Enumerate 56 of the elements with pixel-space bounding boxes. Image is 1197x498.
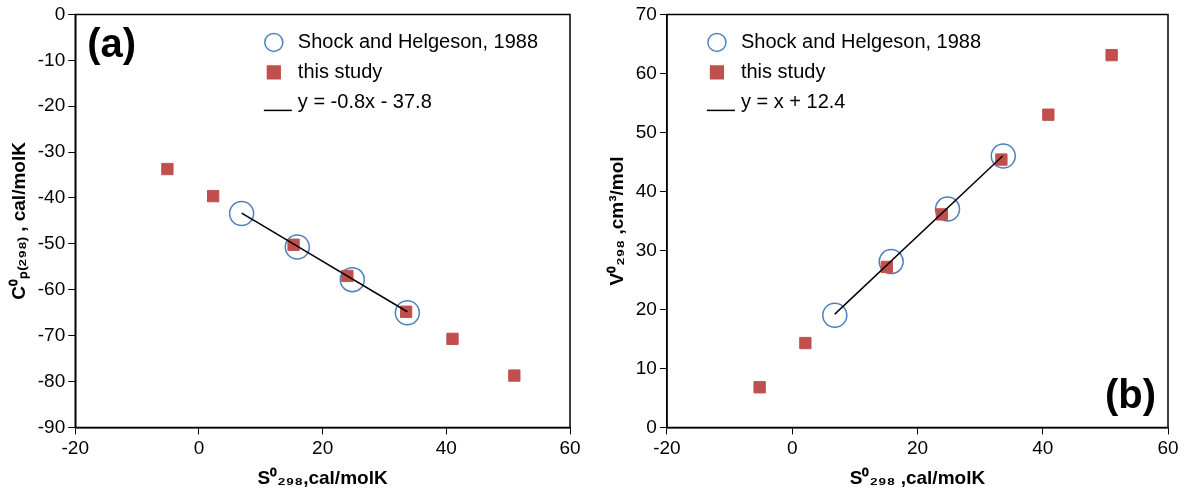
y-tick-label: 20	[635, 297, 657, 319]
point	[446, 332, 459, 345]
y-tick-label: -70	[37, 323, 66, 345]
point	[284, 234, 311, 260]
x-axis-title: S⁰₂₉₈ ,cal/molK	[849, 466, 986, 488]
x-tick-label: 20	[906, 437, 929, 459]
x-tick-label: -20	[61, 437, 89, 459]
y-tick-label: -10	[37, 48, 66, 70]
point	[990, 143, 1017, 169]
point	[878, 248, 904, 275]
y-tick-label: 50	[635, 120, 657, 142]
point	[339, 266, 366, 293]
y-tick-label: -20	[37, 94, 66, 116]
x-tick-label: 0	[193, 437, 205, 459]
point	[207, 189, 220, 203]
legend-label: Shock and Helgeson, 1988	[297, 29, 539, 52]
y-tick-label: 30	[635, 238, 657, 260]
legend-label: Shock and Helgeson, 1988	[740, 29, 982, 52]
point	[1105, 48, 1118, 62]
point	[1042, 108, 1055, 121]
point	[228, 200, 255, 227]
legend-label: y = -0.8x - 37.8	[297, 89, 432, 112]
y-tick-label: -40	[37, 186, 66, 208]
annotation: (b)	[1104, 372, 1156, 417]
point	[934, 196, 961, 222]
x-tick-label: 40	[435, 437, 457, 459]
point	[822, 302, 848, 329]
y-tick-label: -90	[37, 415, 66, 437]
point	[508, 369, 521, 382]
y-tick-label: -60	[37, 277, 66, 299]
y-tick-label: -80	[37, 369, 66, 391]
point	[753, 381, 766, 394]
legend-label: this study	[297, 59, 383, 82]
legend-label: y = x + 12.4	[740, 89, 846, 112]
x-tick-label: -20	[653, 437, 681, 459]
y-tick-label: 70	[635, 2, 657, 24]
y-axis-title: V⁰₂₉₈ ,cm³/mol	[605, 156, 627, 286]
y-tick-label: -30	[37, 140, 66, 162]
x-tick-label: 0	[786, 437, 798, 459]
x-tick-label: 60	[559, 437, 581, 459]
point	[799, 336, 812, 350]
point	[394, 299, 421, 326]
point	[161, 162, 174, 176]
annotation: (a)	[87, 21, 137, 66]
x-tick-label: 20	[312, 437, 334, 459]
y-tick-label: -50	[37, 232, 66, 254]
y-tick-label: 0	[54, 2, 66, 24]
y-tick-label: 60	[635, 61, 657, 83]
y-tick-label: 10	[635, 356, 657, 378]
y-tick-label: 40	[635, 179, 657, 201]
y-axis-title: C⁰ₚ₍₂₉₈₎ , cal/molK	[7, 141, 30, 300]
x-tick-label: 40	[1032, 437, 1054, 459]
x-tick-label: 60	[1157, 437, 1179, 459]
y-tick-label: 0	[646, 415, 657, 437]
x-axis-title: S⁰₂₉₈,cal/molK	[257, 466, 388, 488]
legend-label: this study	[740, 59, 826, 82]
